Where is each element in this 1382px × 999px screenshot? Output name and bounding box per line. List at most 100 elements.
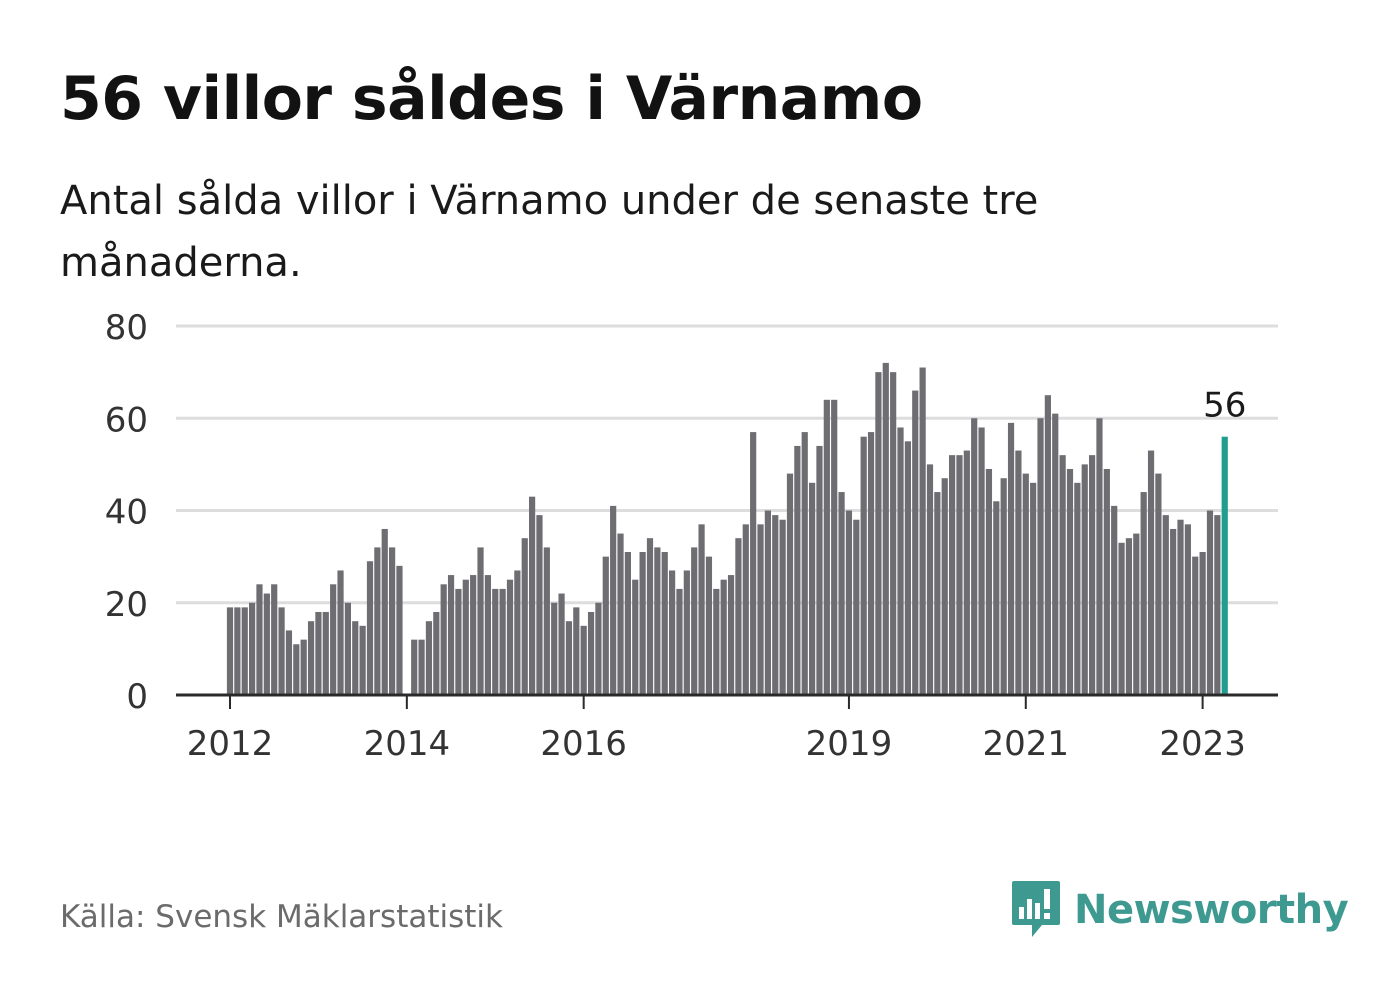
bar <box>823 399 830 695</box>
bar <box>337 570 344 695</box>
bar <box>632 579 639 695</box>
bar <box>300 639 307 695</box>
bar <box>1133 533 1140 695</box>
bar <box>779 519 786 695</box>
x-tick-label: 2019 <box>806 724 893 764</box>
bar <box>1103 468 1110 695</box>
bar <box>948 455 956 695</box>
bar <box>654 547 661 695</box>
bar <box>934 492 941 695</box>
bar <box>249 602 256 695</box>
bar <box>396 565 403 695</box>
bar <box>285 630 293 695</box>
bar <box>462 579 469 695</box>
bar <box>727 575 735 695</box>
bar <box>890 372 897 695</box>
brand-logo: Newsworthy <box>1010 878 1349 942</box>
bar <box>477 547 484 695</box>
bar <box>772 515 779 695</box>
bar <box>1088 455 1096 695</box>
bar <box>425 621 433 695</box>
bar <box>1155 473 1162 695</box>
bar <box>875 372 882 695</box>
bar <box>602 556 609 695</box>
bar <box>956 455 963 695</box>
bar <box>1030 482 1037 695</box>
bar <box>389 547 396 695</box>
bar <box>565 621 573 695</box>
bar <box>764 510 771 695</box>
bar <box>433 611 440 695</box>
bar <box>926 464 934 695</box>
bar <box>735 538 742 695</box>
bar <box>241 607 248 695</box>
bar <box>624 552 631 695</box>
brand-name: Newsworthy <box>1074 887 1349 933</box>
bar <box>315 611 322 695</box>
bar <box>1037 418 1044 695</box>
bar <box>499 588 506 695</box>
bar <box>595 602 602 695</box>
bar <box>897 427 904 695</box>
x-tick-label: 2014 <box>364 724 451 764</box>
bar <box>587 611 595 695</box>
y-tick-label: 40 <box>105 493 148 533</box>
bar <box>558 593 565 695</box>
bar <box>1170 528 1177 695</box>
bar <box>978 427 985 695</box>
bar <box>506 579 514 695</box>
bar <box>1066 468 1074 695</box>
bar <box>1022 473 1029 695</box>
bar <box>1111 505 1118 695</box>
bar <box>786 473 794 695</box>
y-tick-label: 20 <box>105 585 148 625</box>
x-axis: 2012 2014 2016 2019 2021 2023 <box>176 693 1278 764</box>
bar <box>1192 556 1199 695</box>
bar <box>860 436 867 695</box>
bar <box>447 575 455 695</box>
bar <box>226 607 234 695</box>
bar <box>912 390 919 695</box>
x-tick-label: 2012 <box>187 724 274 764</box>
bar <box>381 528 388 695</box>
bar <box>1059 455 1066 695</box>
bar <box>816 445 823 695</box>
bar <box>330 584 337 695</box>
bar <box>1147 450 1155 695</box>
bar <box>1140 492 1147 695</box>
bar <box>698 524 705 695</box>
bar <box>529 496 536 695</box>
bar <box>867 432 875 695</box>
bar <box>234 607 241 695</box>
bar <box>484 575 491 695</box>
bar <box>794 445 801 695</box>
bar <box>1206 510 1214 695</box>
bar <box>1118 542 1125 695</box>
bar <box>1125 538 1133 695</box>
bar <box>971 418 978 695</box>
bar <box>256 584 263 695</box>
bar <box>470 575 477 695</box>
bar <box>919 367 926 695</box>
bar <box>1199 552 1206 695</box>
bar <box>683 570 690 695</box>
bar <box>551 602 558 695</box>
y-tick-label: 0 <box>126 677 148 717</box>
bar <box>573 607 580 695</box>
bar <box>580 625 587 695</box>
bar <box>411 639 418 695</box>
bar <box>617 533 624 695</box>
bar <box>985 468 993 695</box>
bar <box>1000 478 1007 695</box>
x-tick-label: 2021 <box>983 724 1070 764</box>
bar <box>801 432 808 695</box>
bar <box>1044 395 1051 695</box>
bar <box>993 501 1000 695</box>
bar <box>366 561 374 695</box>
bar <box>514 570 521 695</box>
bar <box>845 510 853 695</box>
bar <box>941 478 948 695</box>
latest-value-label: 56 <box>1203 386 1246 426</box>
bar <box>750 432 757 695</box>
bar <box>418 639 425 695</box>
